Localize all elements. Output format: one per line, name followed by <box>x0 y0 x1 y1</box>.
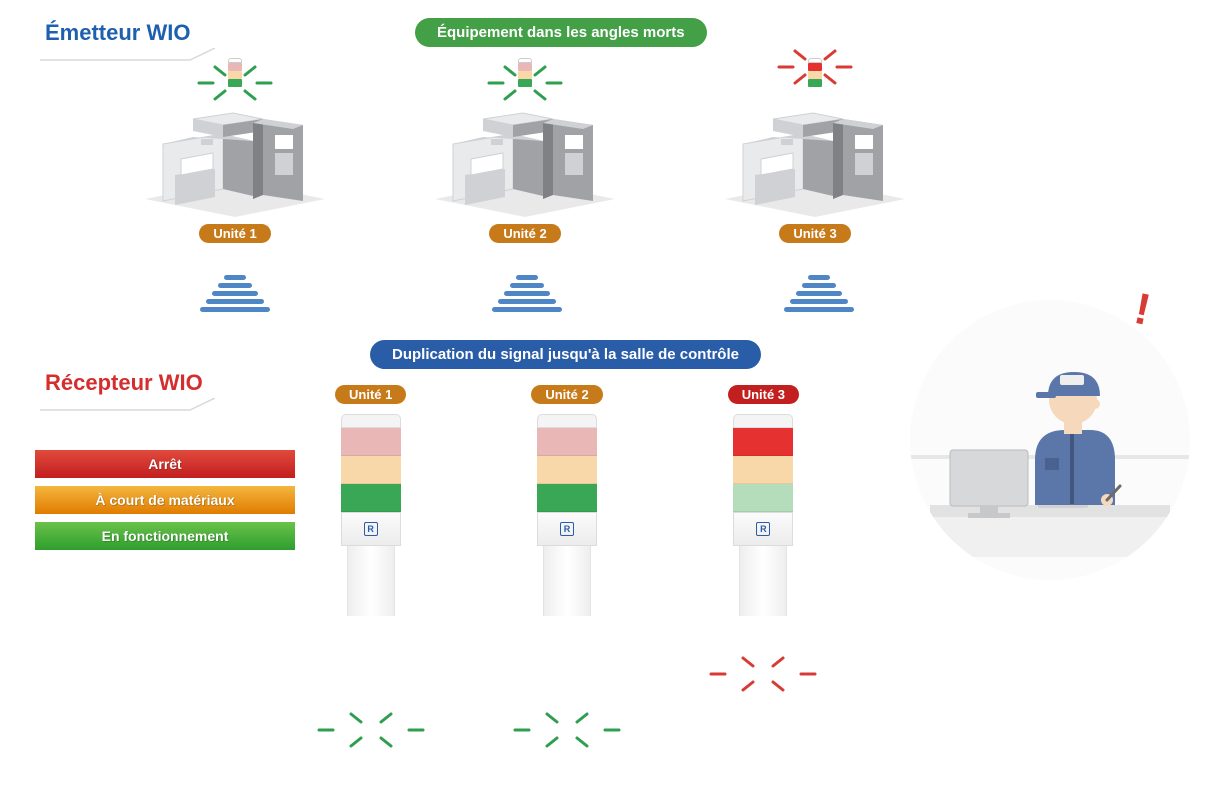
wifi-icon-2 <box>492 275 562 312</box>
recv-badge-1: Unité 1 <box>335 385 406 404</box>
receiver-towers-row: Unité 1 R Unité 2 R <box>335 385 799 616</box>
machine-unit-1: Unité 1 <box>120 58 350 243</box>
operator-circle <box>910 300 1190 580</box>
legend-running: En fonctionnement <box>35 522 295 550</box>
wifi-row <box>200 275 854 312</box>
receiver-tower-2: Unité 2 R <box>531 385 602 616</box>
blind-spot-pill: Équipement dans les angles morts <box>415 18 707 47</box>
receiver-title: Récepteur WIO <box>45 370 203 396</box>
unit-badge-2: Unité 2 <box>489 224 560 243</box>
title-underline-receiver <box>40 398 215 412</box>
machine-icon <box>715 89 915 219</box>
duplication-pill-wrap: Duplication du signal jusqu'à la salle d… <box>370 340 761 369</box>
wifi-icon-1 <box>200 275 270 312</box>
exclaim-icon: ! <box>1130 284 1155 336</box>
legend: Arrêt À court de matériaux En fonctionne… <box>35 450 295 558</box>
recv-badge-3: Unité 3 <box>728 385 799 404</box>
r-badge-icon: R <box>364 522 378 536</box>
blind-spot-pill-wrap: Équipement dans les angles morts <box>415 18 707 47</box>
machine-unit-3: Unité 3 <box>700 58 930 243</box>
receiver-tower-1: Unité 1 R <box>335 385 406 616</box>
unit-badge-3: Unité 3 <box>779 224 850 243</box>
legend-stop: Arrêt <box>35 450 295 478</box>
recv-badge-2: Unité 2 <box>531 385 602 404</box>
unit-badge-1: Unité 1 <box>199 224 270 243</box>
machine-unit-2: Unité 2 <box>410 58 640 243</box>
machines-row: Unité 1 Unité 2 <box>120 58 930 243</box>
r-badge-icon: R <box>560 522 574 536</box>
operator-icon <box>910 300 1190 580</box>
wifi-icon-3 <box>784 275 854 312</box>
r-badge-icon: R <box>756 522 770 536</box>
legend-materials: À court de matériaux <box>35 486 295 514</box>
duplication-pill: Duplication du signal jusqu'à la salle d… <box>370 340 761 369</box>
receiver-tower-3: Unité 3 R <box>728 385 799 616</box>
emitter-title: Émetteur WIO <box>45 20 190 46</box>
